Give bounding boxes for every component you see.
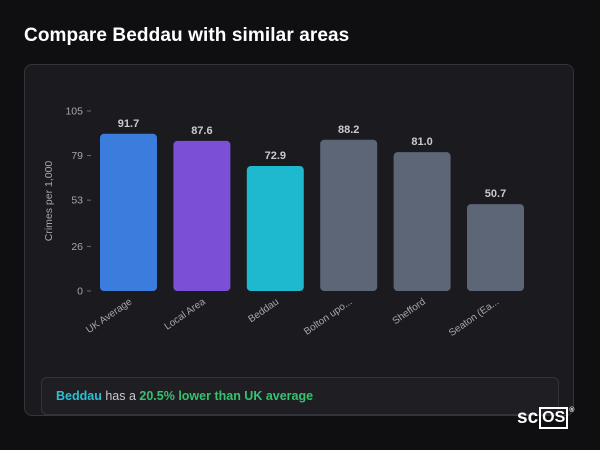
page-title: Compare Beddau with similar areas [24, 25, 350, 46]
bar-6 [467, 204, 524, 291]
summary-banner: Beddau has a 20.5% lower than UK average [41, 377, 559, 415]
comparison-card: Crimes per 1,000 0 26 53 79 105 91.7 UK Average… [24, 64, 574, 416]
y-tick-label: 0 [77, 286, 83, 298]
category-label: Seaton (Ea... [447, 296, 501, 338]
y-tick-label: 53 [71, 195, 83, 207]
bar-4 [320, 139, 378, 291]
logo-text-sc: sc [517, 407, 539, 428]
category-label: Beddau [246, 296, 281, 325]
bar-value-label: 72.9 [265, 150, 286, 162]
scos-logo: sc OS ® [517, 407, 574, 429]
category-label: Shefford [391, 296, 428, 327]
bar-3 [246, 166, 304, 291]
comparison-bar-chart: Crimes per 1,000 0 26 53 79 105 91.7 UK Average… [43, 106, 524, 339]
y-tick-label: 26 [71, 241, 83, 253]
category-label: UK Average [84, 296, 134, 336]
logo-registered-mark: ® [569, 407, 575, 414]
summary-area-name: Beddau [56, 389, 102, 403]
bar-5 [393, 152, 451, 291]
logo-text-os: OS [539, 407, 569, 429]
y-tick-label: 105 [65, 106, 83, 118]
y-tick-label: 79 [71, 150, 83, 162]
bar-1 [100, 133, 157, 291]
category-label: Local Area [163, 296, 208, 332]
category-label: Bolton upo... [302, 296, 354, 337]
bar-value-label: 87.6 [191, 125, 212, 137]
bar-value-label: 50.7 [485, 188, 506, 200]
bar-value-label: 88.2 [338, 124, 359, 136]
bar-value-label: 81.0 [411, 136, 432, 148]
bar-2 [173, 140, 231, 291]
bar-value-label: 91.7 [118, 118, 139, 130]
y-axis-title: Crimes per 1,000 [43, 161, 55, 242]
summary-difference: 20.5% lower than UK average [139, 389, 314, 403]
summary-connector: has a [105, 389, 136, 403]
